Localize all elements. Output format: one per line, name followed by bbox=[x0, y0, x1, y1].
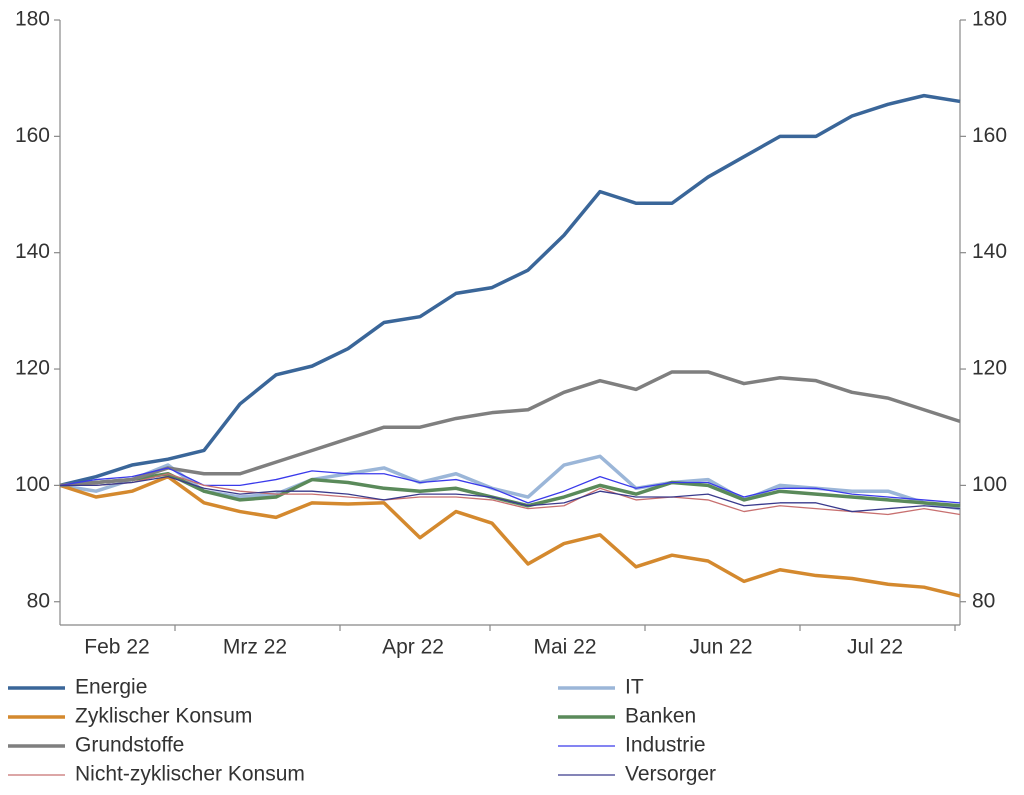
x-tick-label: Apr 22 bbox=[382, 636, 444, 659]
legend-label: Nicht-zyklischer Konsum bbox=[75, 763, 305, 786]
series-line bbox=[59, 93, 961, 488]
legend-label: Grundstoffe bbox=[75, 734, 184, 757]
x-tick-label: Jun 22 bbox=[689, 636, 752, 659]
series-line bbox=[59, 474, 961, 598]
x-tick-label: Feb 22 bbox=[84, 636, 149, 659]
y2-tick-label: 80 bbox=[972, 589, 995, 612]
y-tick-label: 140 bbox=[15, 240, 50, 263]
x-tick-label: Jul 22 bbox=[847, 636, 903, 659]
y2-tick-label: 160 bbox=[972, 124, 1007, 147]
y-tick-label: 100 bbox=[15, 473, 50, 496]
x-tick-label: Mrz 22 bbox=[223, 636, 287, 659]
legend-label: Banken bbox=[625, 705, 696, 728]
series-line bbox=[59, 467, 961, 504]
y2-tick-label: 100 bbox=[972, 473, 1007, 496]
y-tick-label: 120 bbox=[15, 357, 50, 380]
legend-label: Zyklischer Konsum bbox=[75, 705, 252, 728]
y2-tick-label: 180 bbox=[972, 8, 1007, 31]
series-line bbox=[60, 476, 961, 513]
legend-label: IT bbox=[625, 676, 644, 699]
legend-label: Industrie bbox=[625, 734, 706, 757]
y-tick-label: 160 bbox=[15, 124, 50, 147]
y2-tick-label: 120 bbox=[972, 357, 1007, 380]
legend-label: Energie bbox=[75, 676, 147, 699]
y2-tick-label: 140 bbox=[972, 240, 1007, 263]
y-tick-label: 80 bbox=[27, 589, 50, 612]
x-tick-label: Mai 22 bbox=[533, 636, 596, 659]
series-line bbox=[59, 370, 961, 488]
legend-label: Versorger bbox=[625, 763, 716, 786]
y-tick-label: 180 bbox=[15, 8, 50, 31]
series-line bbox=[60, 473, 961, 516]
